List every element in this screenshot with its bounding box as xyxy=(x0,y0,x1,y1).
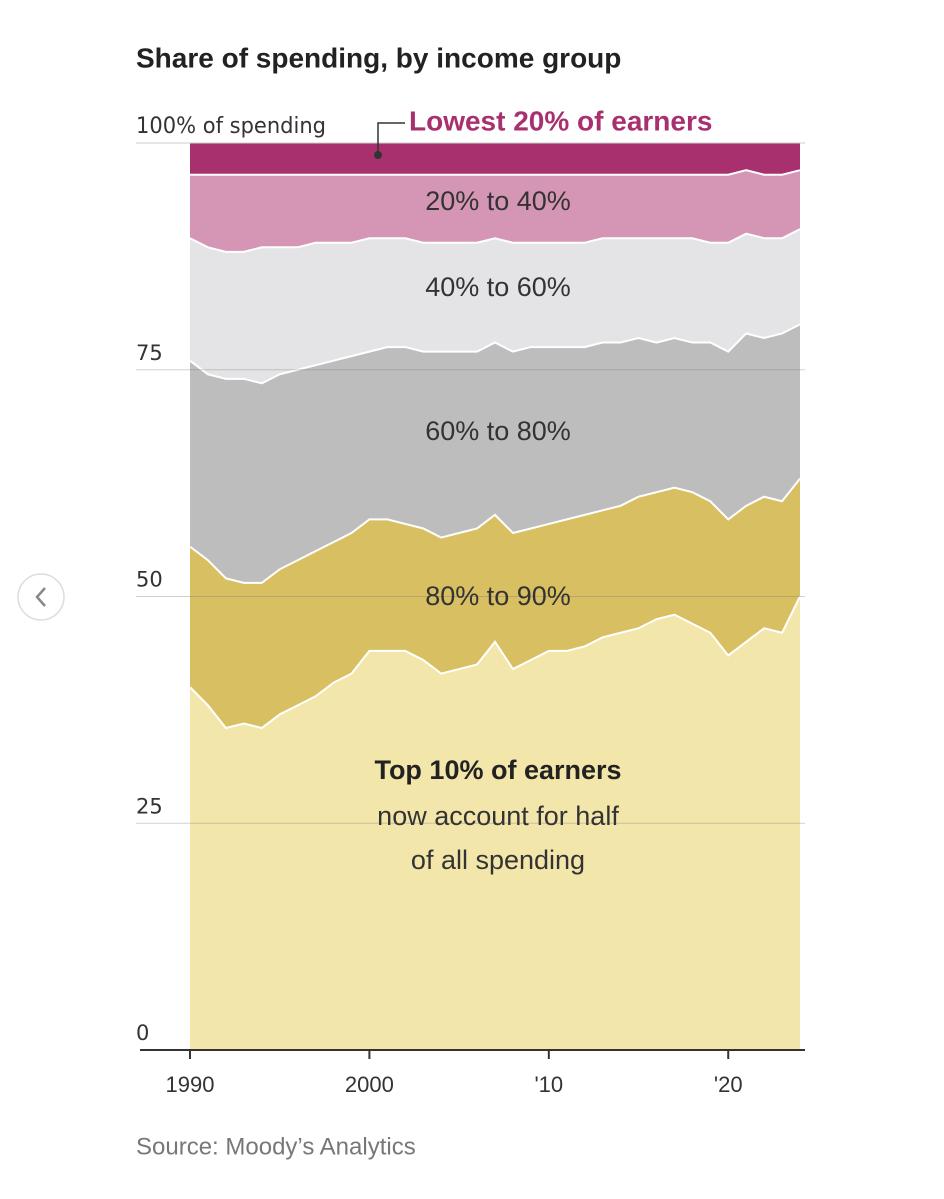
series-label: Lowest 20% of earners xyxy=(409,105,712,136)
series-label: 40% to 60% xyxy=(425,272,571,302)
carousel-prev-icon xyxy=(35,587,46,607)
area-boundary xyxy=(190,169,801,176)
area xyxy=(190,170,800,252)
carousel-prev[interactable] xyxy=(17,573,65,621)
annotation: now account for half xyxy=(377,801,619,831)
area xyxy=(190,143,800,175)
area xyxy=(190,324,800,583)
callout-line xyxy=(377,122,405,155)
y-tick-label: 0 xyxy=(136,1021,149,1045)
y-tick-label: 25 xyxy=(136,794,163,818)
x-tick-label: 1990 xyxy=(166,1072,215,1097)
area-boundary xyxy=(189,323,801,385)
series-label: Top 10% of earners xyxy=(374,755,621,785)
area-boundary xyxy=(189,477,801,584)
source: Source: Moody’s Analytics xyxy=(136,1133,416,1160)
area xyxy=(190,478,800,729)
x-tick-label: '20 xyxy=(714,1072,743,1097)
y-tick-label: 100% of spending xyxy=(136,114,326,139)
series-label: 60% to 80% xyxy=(425,416,571,446)
y-tick-label: 50 xyxy=(136,568,163,592)
callout-dot xyxy=(374,151,382,159)
series-label: 80% to 90% xyxy=(425,581,571,611)
series-label: 20% to 40% xyxy=(425,186,571,216)
x-tick-label: 2000 xyxy=(345,1072,394,1097)
area xyxy=(190,229,800,384)
annotation: of all spending xyxy=(411,845,585,875)
x-tick-label: '10 xyxy=(534,1072,563,1097)
area-boundary xyxy=(189,596,801,730)
area-boundary xyxy=(189,228,801,253)
chart-title: Share of spending, by income group xyxy=(136,42,621,73)
area xyxy=(190,596,800,1050)
y-tick-label: 75 xyxy=(136,341,163,365)
